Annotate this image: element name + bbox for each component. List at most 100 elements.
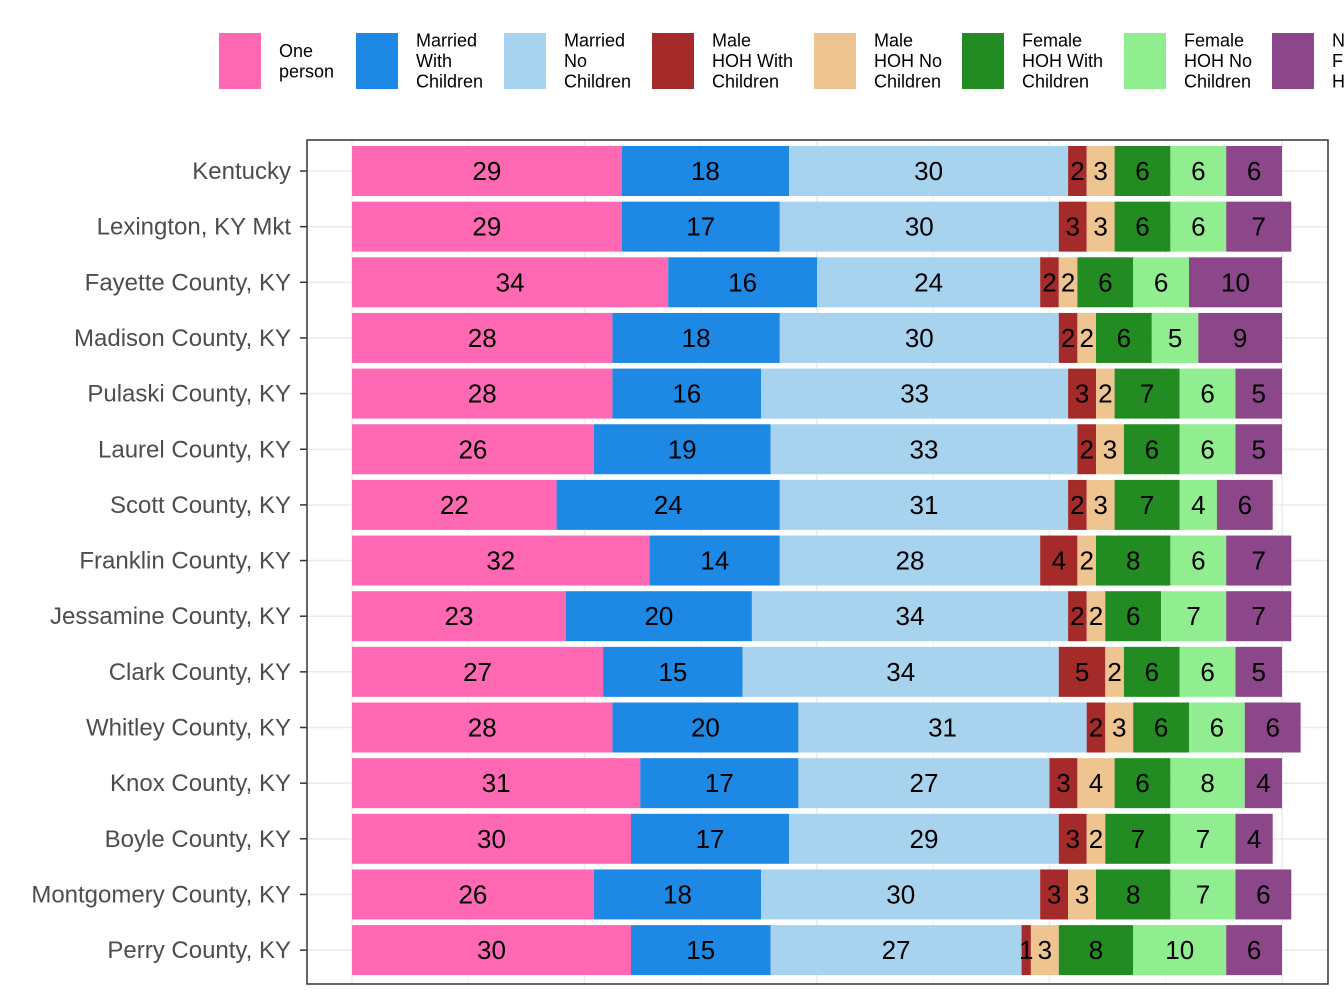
legend-label: Female HOH No Children xyxy=(1184,31,1252,92)
bar-married-no-children xyxy=(770,424,1078,475)
bar-female-hoh-with-children xyxy=(1077,257,1134,308)
y-tick-label: Perry County, KY xyxy=(107,937,291,964)
bar-male-hoh-no-children xyxy=(1105,646,1124,697)
data-label: 6 xyxy=(1200,434,1214,464)
data-label: 2 xyxy=(1070,601,1084,631)
bar-male-hoh-with-children xyxy=(1021,925,1031,976)
legend-label: Female HOH With Children xyxy=(1022,31,1103,92)
data-label: 23 xyxy=(444,601,473,631)
bar-married-with-children xyxy=(612,312,780,363)
bar-male-hoh-with-children xyxy=(1040,257,1059,308)
data-label: 8 xyxy=(1089,935,1103,965)
bar-female-hoh-with-children xyxy=(1133,702,1189,753)
bar-male-hoh-no-children xyxy=(1077,758,1115,809)
data-label: 6 xyxy=(1135,768,1149,798)
data-label: 3 xyxy=(1093,156,1107,186)
bar-female-hoh-no-children xyxy=(1151,312,1199,363)
bar-male-hoh-no-children xyxy=(1086,813,1106,864)
data-label: 30 xyxy=(905,323,934,353)
data-label: 7 xyxy=(1252,212,1266,242)
bar-female-hoh-no-children xyxy=(1179,424,1236,475)
data-label: 2 xyxy=(1070,490,1084,520)
bar-male-hoh-with-children xyxy=(1040,869,1069,920)
data-label: 2 xyxy=(1079,323,1093,353)
bar-male-hoh-no-children xyxy=(1105,702,1134,753)
legend-label: Male HOH No Children xyxy=(874,31,942,92)
bar-one-person xyxy=(352,201,622,252)
bar-female-hoh-no-children xyxy=(1170,758,1245,809)
bar-one-person xyxy=(352,535,650,586)
data-label: 7 xyxy=(1186,601,1200,631)
bar-non-family-hoh xyxy=(1235,368,1282,419)
data-label: 1 xyxy=(1019,935,1033,965)
data-label: 34 xyxy=(896,601,925,631)
data-label: 7 xyxy=(1196,824,1210,854)
data-label: 34 xyxy=(886,657,915,687)
bar-female-hoh-with-children xyxy=(1114,758,1171,809)
data-label: 17 xyxy=(686,212,715,242)
y-tick-label: Madison County, KY xyxy=(74,325,291,352)
data-label: 4 xyxy=(1052,546,1066,576)
data-label: 3 xyxy=(1093,490,1107,520)
y-tick-label: Lexington, KY Mkt xyxy=(97,214,292,241)
bar-one-person xyxy=(352,702,613,753)
bar-non-family-hoh xyxy=(1235,813,1273,864)
bar-married-no-children xyxy=(817,257,1041,308)
data-label: 6 xyxy=(1117,323,1131,353)
bar-non-family-hoh xyxy=(1235,424,1282,475)
legend-key-male-hoh-no-children xyxy=(814,33,856,89)
bar-female-hoh-no-children xyxy=(1133,925,1227,976)
bar-female-hoh-no-children xyxy=(1133,257,1189,308)
legend-key-married-no-children xyxy=(504,33,546,89)
data-label: 2 xyxy=(1042,267,1056,297)
bar-married-with-children xyxy=(603,646,743,697)
bar-one-person xyxy=(352,646,604,697)
data-label: 2 xyxy=(1079,434,1093,464)
legend-key-one-person xyxy=(219,33,261,89)
y-tick-label: Montgomery County, KY xyxy=(31,881,291,908)
data-label: 2 xyxy=(1079,546,1093,576)
bar-non-family-hoh xyxy=(1244,702,1301,753)
bar-male-hoh-no-children xyxy=(1086,591,1106,642)
bar-male-hoh-no-children xyxy=(1077,535,1096,586)
bar-non-family-hoh xyxy=(1226,146,1282,196)
data-label: 29 xyxy=(472,212,501,242)
data-label: 30 xyxy=(905,212,934,242)
bar-one-person xyxy=(352,925,631,976)
data-label: 7 xyxy=(1252,601,1266,631)
bar-married-no-children xyxy=(742,646,1059,697)
bar-married-with-children xyxy=(565,591,752,642)
bar-male-hoh-no-children xyxy=(1086,201,1115,252)
data-label: 3 xyxy=(1075,379,1089,409)
data-label: 2 xyxy=(1089,601,1103,631)
data-label: 22 xyxy=(440,490,469,520)
data-label: 6 xyxy=(1200,379,1214,409)
bar-one-person xyxy=(352,869,594,920)
bar-married-no-children xyxy=(770,925,1022,976)
bar-married-no-children xyxy=(761,869,1041,920)
data-label: 3 xyxy=(1066,824,1080,854)
data-label: 7 xyxy=(1252,546,1266,576)
data-label: 6 xyxy=(1210,713,1224,743)
bar-female-hoh-with-children xyxy=(1114,146,1171,196)
bar-female-hoh-no-children xyxy=(1170,535,1227,586)
bar-non-family-hoh xyxy=(1189,257,1282,308)
bar-female-hoh-with-children xyxy=(1105,813,1171,864)
data-label: 19 xyxy=(668,434,697,464)
bar-female-hoh-with-children xyxy=(1123,646,1180,697)
y-tick-label: Laurel County, KY xyxy=(98,436,291,463)
data-label: 34 xyxy=(496,267,525,297)
data-label: 3 xyxy=(1038,935,1052,965)
bar-male-hoh-with-children xyxy=(1058,312,1078,363)
data-label: 3 xyxy=(1066,212,1080,242)
bars xyxy=(352,146,1301,976)
data-label: 14 xyxy=(700,546,729,576)
bar-non-family-hoh xyxy=(1216,479,1273,530)
bar-non-family-hoh xyxy=(1226,201,1292,252)
data-label: 24 xyxy=(914,267,943,297)
data-label: 31 xyxy=(909,490,938,520)
data-label: 6 xyxy=(1145,657,1159,687)
bar-married-no-children xyxy=(779,201,1059,252)
data-label: 30 xyxy=(914,156,943,186)
